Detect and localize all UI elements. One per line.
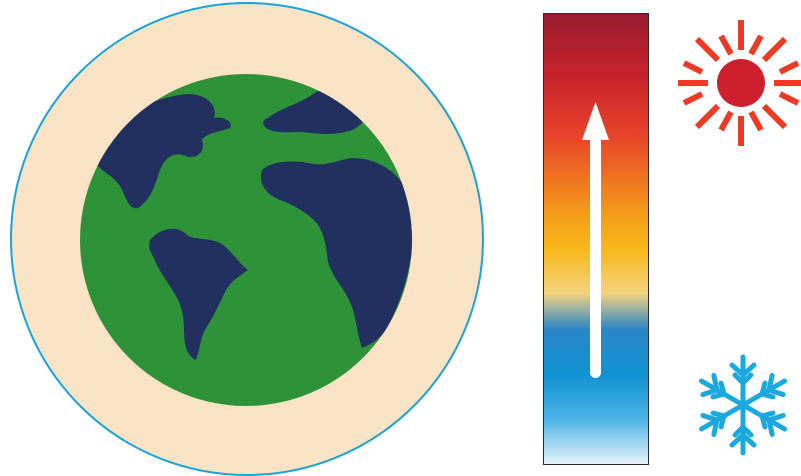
continent-shape bbox=[149, 228, 248, 360]
sun-icon bbox=[678, 20, 801, 146]
up-arrow-icon bbox=[582, 102, 609, 378]
continent-shape bbox=[261, 158, 412, 348]
snowflake-icon bbox=[696, 354, 790, 453]
temperature-scale bbox=[543, 13, 649, 465]
earth-globe-icon bbox=[80, 74, 412, 406]
